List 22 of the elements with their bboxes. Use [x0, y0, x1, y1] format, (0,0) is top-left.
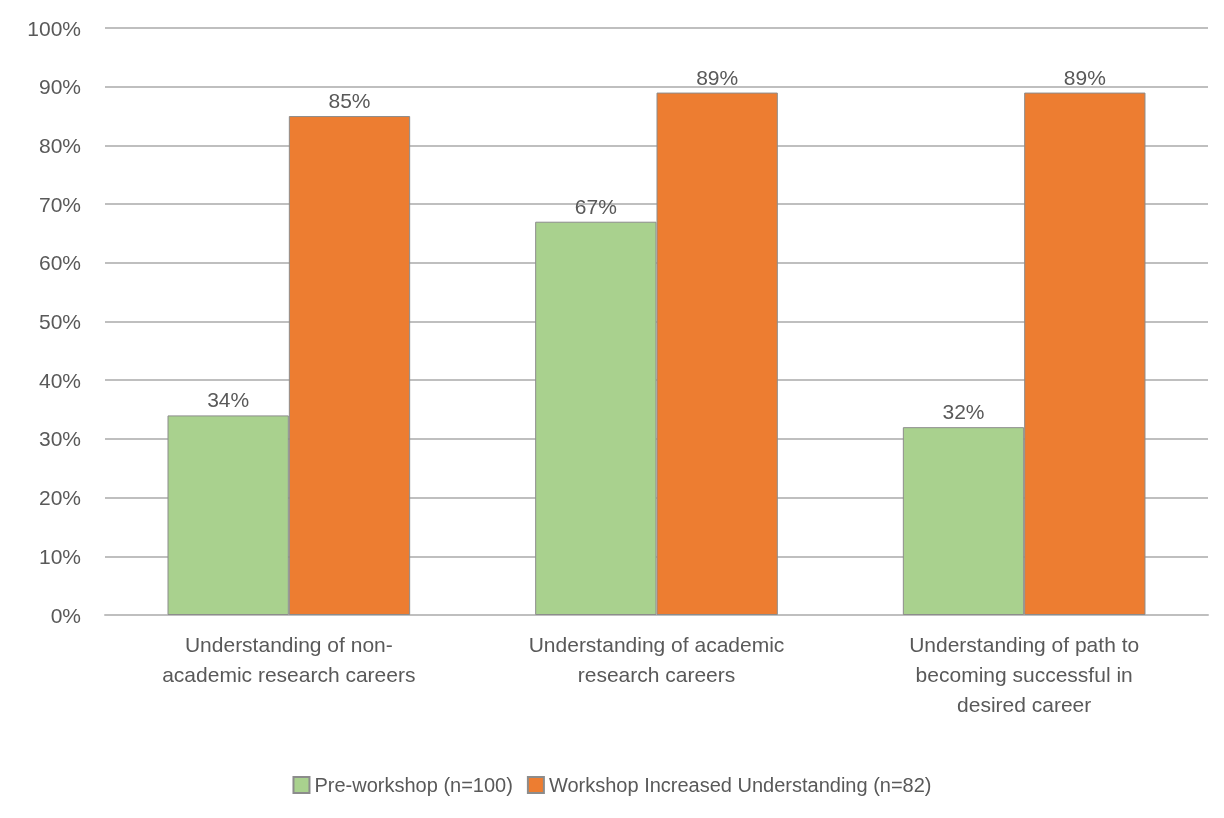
legend-label: Workshop Increased Understanding (n=82)	[548, 774, 932, 796]
data-label: 32%	[942, 400, 985, 424]
y-tick-label: 0%	[50, 603, 81, 627]
data-label: 85%	[328, 89, 371, 113]
data-label: 89%	[1063, 65, 1106, 89]
y-tick-label: 70%	[38, 192, 81, 216]
legend-label: Pre-workshop (n=100)	[314, 774, 513, 796]
x-tick-label: Understanding of non- academic research careers	[162, 632, 416, 686]
data-label: 89%	[696, 65, 739, 89]
y-tick-label: 30%	[38, 427, 81, 451]
y-tick-label: 100%	[27, 16, 81, 40]
y-tick-label: 40%	[38, 368, 81, 392]
y-tick-label: 20%	[38, 486, 81, 510]
y-tick-label: 10%	[38, 544, 81, 568]
y-tick-label: 80%	[38, 133, 81, 157]
x-tick-label: Understanding of academic research careers	[528, 632, 785, 686]
x-tick-label: Understanding of path to becoming successful in desired career	[909, 632, 1140, 716]
y-tick-label: 90%	[38, 75, 81, 99]
data-label: 34%	[207, 388, 250, 412]
y-tick-label: 60%	[38, 251, 81, 275]
y-tick-label: 50%	[38, 310, 81, 333]
data-label: 67%	[574, 194, 617, 218]
